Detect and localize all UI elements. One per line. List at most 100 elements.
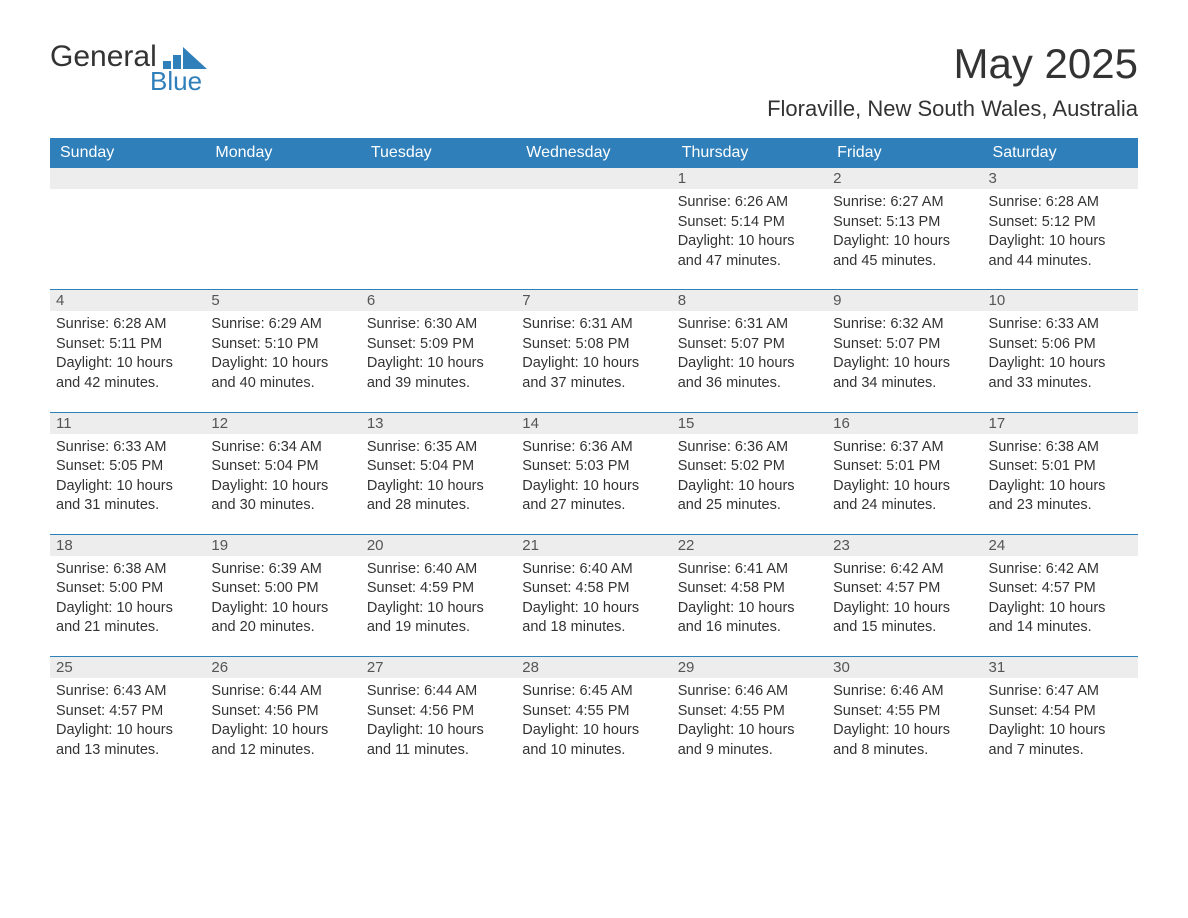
daylight-line: Daylight: 10 hours and 16 minutes.: [678, 599, 821, 638]
day-number: 22: [672, 535, 827, 556]
daylight-line: Daylight: 10 hours and 19 minutes.: [367, 599, 510, 638]
week-number-row: 18192021222324: [50, 534, 1138, 556]
day-number: 11: [50, 413, 205, 434]
day-number: 27: [361, 657, 516, 678]
day-number: [205, 168, 360, 189]
daylight-line: Daylight: 10 hours and 7 minutes.: [989, 721, 1132, 760]
day-cell-body: Sunrise: 6:44 AMSunset: 4:56 PMDaylight:…: [361, 678, 516, 778]
daylight-line: Daylight: 10 hours and 31 minutes.: [56, 477, 199, 516]
daylight-line: Daylight: 10 hours and 34 minutes.: [833, 354, 976, 393]
week-number-row: 123: [50, 168, 1138, 189]
day-cell-body: Sunrise: 6:36 AMSunset: 5:02 PMDaylight:…: [672, 434, 827, 535]
sunset-line: Sunset: 4:58 PM: [522, 579, 665, 599]
week-body-row: Sunrise: 6:33 AMSunset: 5:05 PMDaylight:…: [50, 434, 1138, 535]
day-cell-body: Sunrise: 6:39 AMSunset: 5:00 PMDaylight:…: [205, 556, 360, 657]
daylight-line: Daylight: 10 hours and 18 minutes.: [522, 599, 665, 638]
day-cell-number: 10: [983, 290, 1138, 312]
daylight-line: Daylight: 10 hours and 13 minutes.: [56, 721, 199, 760]
day-cell-body: Sunrise: 6:33 AMSunset: 5:05 PMDaylight:…: [50, 434, 205, 535]
daylight-line: Daylight: 10 hours and 40 minutes.: [211, 354, 354, 393]
day-cell-number: 11: [50, 412, 205, 434]
header: General Blue May 2025 Floraville, New So…: [50, 40, 1138, 128]
sunset-line: Sunset: 5:03 PM: [522, 457, 665, 477]
day-cell-body: Sunrise: 6:47 AMSunset: 4:54 PMDaylight:…: [983, 678, 1138, 778]
day-details: Sunrise: 6:44 AMSunset: 4:56 PMDaylight:…: [205, 678, 360, 778]
sunset-line: Sunset: 4:56 PM: [367, 702, 510, 722]
day-cell-number: 26: [205, 657, 360, 679]
sunrise-line: Sunrise: 6:47 AM: [989, 682, 1132, 702]
sunset-line: Sunset: 5:09 PM: [367, 335, 510, 355]
day-cell-body: Sunrise: 6:31 AMSunset: 5:08 PMDaylight:…: [516, 311, 671, 412]
daylight-line: Daylight: 10 hours and 14 minutes.: [989, 599, 1132, 638]
day-number: 24: [983, 535, 1138, 556]
logo: General Blue: [50, 40, 207, 97]
day-details: Sunrise: 6:32 AMSunset: 5:07 PMDaylight:…: [827, 311, 982, 411]
day-cell-number: 7: [516, 290, 671, 312]
day-details: Sunrise: 6:38 AMSunset: 5:01 PMDaylight:…: [983, 434, 1138, 534]
day-number: 17: [983, 413, 1138, 434]
day-details: [205, 189, 360, 284]
daylight-line: Daylight: 10 hours and 37 minutes.: [522, 354, 665, 393]
week-number-row: 25262728293031: [50, 657, 1138, 679]
day-details: Sunrise: 6:40 AMSunset: 4:59 PMDaylight:…: [361, 556, 516, 656]
weekday-header: Wednesday: [516, 138, 671, 168]
logo-text-blue: Blue: [150, 66, 202, 97]
weekday-header: Monday: [205, 138, 360, 168]
day-cell-body: Sunrise: 6:28 AMSunset: 5:11 PMDaylight:…: [50, 311, 205, 412]
day-cell-number: 1: [672, 168, 827, 189]
daylight-line: Daylight: 10 hours and 36 minutes.: [678, 354, 821, 393]
day-number: 28: [516, 657, 671, 678]
daylight-line: Daylight: 10 hours and 28 minutes.: [367, 477, 510, 516]
day-details: Sunrise: 6:28 AMSunset: 5:12 PMDaylight:…: [983, 189, 1138, 289]
sunrise-line: Sunrise: 6:39 AM: [211, 560, 354, 580]
day-details: Sunrise: 6:41 AMSunset: 4:58 PMDaylight:…: [672, 556, 827, 656]
daylight-line: Daylight: 10 hours and 47 minutes.: [678, 232, 821, 271]
day-cell-number: 3: [983, 168, 1138, 189]
week-number-row: 11121314151617: [50, 412, 1138, 434]
day-number: 14: [516, 413, 671, 434]
day-cell-body: Sunrise: 6:40 AMSunset: 4:58 PMDaylight:…: [516, 556, 671, 657]
day-number: 18: [50, 535, 205, 556]
day-details: Sunrise: 6:36 AMSunset: 5:03 PMDaylight:…: [516, 434, 671, 534]
day-details: Sunrise: 6:35 AMSunset: 5:04 PMDaylight:…: [361, 434, 516, 534]
daylight-line: Daylight: 10 hours and 27 minutes.: [522, 477, 665, 516]
day-number: 10: [983, 290, 1138, 311]
day-cell-body: [205, 189, 360, 290]
day-cell-body: Sunrise: 6:29 AMSunset: 5:10 PMDaylight:…: [205, 311, 360, 412]
day-details: [516, 189, 671, 284]
sunrise-line: Sunrise: 6:40 AM: [522, 560, 665, 580]
sunrise-line: Sunrise: 6:46 AM: [833, 682, 976, 702]
sunrise-line: Sunrise: 6:42 AM: [833, 560, 976, 580]
sunrise-line: Sunrise: 6:40 AM: [367, 560, 510, 580]
sunset-line: Sunset: 4:59 PM: [367, 579, 510, 599]
sunrise-line: Sunrise: 6:42 AM: [989, 560, 1132, 580]
day-cell-body: [50, 189, 205, 290]
sunrise-line: Sunrise: 6:45 AM: [522, 682, 665, 702]
day-cell-body: Sunrise: 6:42 AMSunset: 4:57 PMDaylight:…: [983, 556, 1138, 657]
weekday-header: Tuesday: [361, 138, 516, 168]
day-number: 1: [672, 168, 827, 189]
day-details: Sunrise: 6:26 AMSunset: 5:14 PMDaylight:…: [672, 189, 827, 289]
day-number: 6: [361, 290, 516, 311]
day-cell-body: Sunrise: 6:33 AMSunset: 5:06 PMDaylight:…: [983, 311, 1138, 412]
sunrise-line: Sunrise: 6:28 AM: [56, 315, 199, 335]
daylight-line: Daylight: 10 hours and 25 minutes.: [678, 477, 821, 516]
day-details: Sunrise: 6:45 AMSunset: 4:55 PMDaylight:…: [516, 678, 671, 778]
day-cell-body: [516, 189, 671, 290]
day-cell-number: 12: [205, 412, 360, 434]
sunrise-line: Sunrise: 6:32 AM: [833, 315, 976, 335]
day-cell-number: 19: [205, 534, 360, 556]
location: Floraville, New South Wales, Australia: [767, 96, 1138, 122]
day-number: [50, 168, 205, 189]
day-cell-number: 31: [983, 657, 1138, 679]
day-cell-body: Sunrise: 6:27 AMSunset: 5:13 PMDaylight:…: [827, 189, 982, 290]
day-number: 23: [827, 535, 982, 556]
day-cell-number: 9: [827, 290, 982, 312]
day-details: Sunrise: 6:43 AMSunset: 4:57 PMDaylight:…: [50, 678, 205, 778]
sunrise-line: Sunrise: 6:30 AM: [367, 315, 510, 335]
day-number: 13: [361, 413, 516, 434]
day-number: 4: [50, 290, 205, 311]
day-cell-number: 28: [516, 657, 671, 679]
day-number: 3: [983, 168, 1138, 189]
weekday-header: Sunday: [50, 138, 205, 168]
